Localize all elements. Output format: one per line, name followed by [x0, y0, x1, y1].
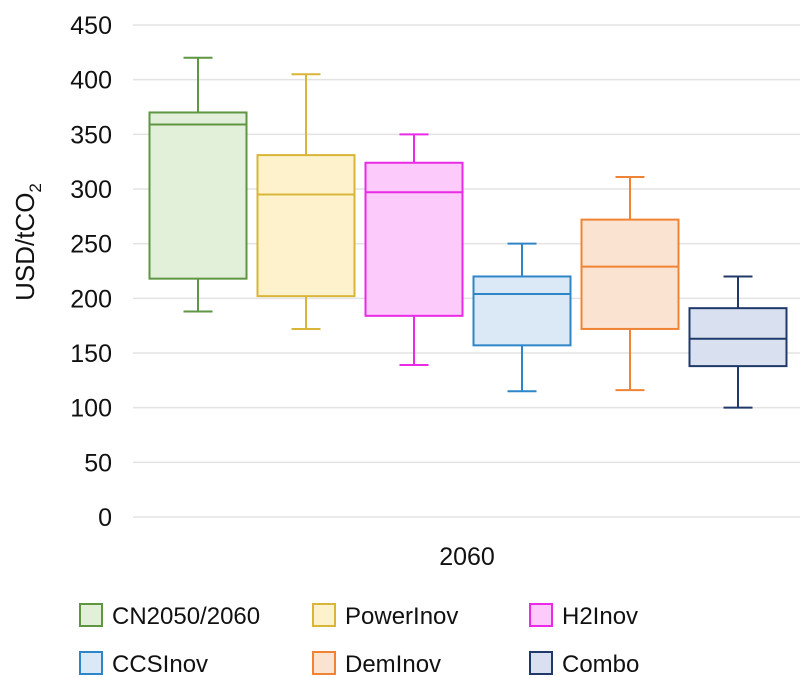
y-tick-label: 250 [70, 231, 112, 259]
iqr-box [580, 218, 680, 330]
legend-item-ccsinov: CCSInov [79, 651, 208, 678]
legend: CN2050/2060 PowerInov H2Inov CCSInov DemInov… [79, 603, 639, 678]
iqr-box [256, 154, 356, 298]
legend-swatch [79, 651, 103, 675]
y-tick-label: 450 [70, 12, 112, 40]
box-powerinov [256, 73, 356, 330]
iqr-box [688, 307, 788, 368]
legend-label: DemInov [345, 651, 441, 678]
legend-swatch [79, 603, 103, 627]
y-tick-label: 150 [70, 340, 112, 368]
box-combo [688, 275, 788, 409]
y-axis-title-text: USD/tCO [10, 193, 40, 301]
box-series-group [148, 56, 788, 409]
y-tick-label: 400 [70, 67, 112, 95]
y-tick-label: 200 [70, 285, 112, 313]
legend-label: H2Inov [562, 603, 638, 630]
iqr-box [364, 161, 464, 317]
y-tick-labels: 0 50 100 150 200 250 300 350 400 450 [70, 12, 112, 532]
legend-label: Combo [562, 651, 639, 678]
x-category-label: 2060 [439, 543, 495, 571]
legend-swatch [312, 603, 336, 627]
box-cn2050-2060 [148, 56, 248, 313]
legend-item-combo: Combo [529, 651, 639, 678]
legend-swatch [529, 651, 553, 675]
box-deminov [580, 175, 680, 392]
legend-item-deminov: DemInov [312, 651, 441, 678]
legend-item-cn2050-2060: CN2050/2060 [79, 603, 260, 630]
y-axis-title-subscript: 2 [26, 183, 45, 192]
y-tick-label: 100 [70, 395, 112, 423]
y-tick-label: 300 [70, 176, 112, 204]
legend-item-powerinov: PowerInov [312, 603, 458, 630]
box-h2inov [364, 133, 464, 367]
legend-label: CN2050/2060 [112, 603, 260, 630]
legend-label: PowerInov [345, 603, 458, 630]
y-tick-label: 50 [84, 449, 112, 477]
legend-swatch [312, 651, 336, 675]
legend-item-h2inov: H2Inov [529, 603, 638, 630]
box-ccsinov [472, 242, 572, 393]
legend-label: CCSInov [112, 651, 208, 678]
iqr-box [472, 275, 572, 347]
y-axis-title: USD/tCO2 [10, 183, 45, 301]
y-tick-label: 0 [98, 504, 112, 532]
y-tick-label: 350 [70, 121, 112, 149]
iqr-box [148, 111, 248, 280]
legend-swatch [529, 603, 553, 627]
